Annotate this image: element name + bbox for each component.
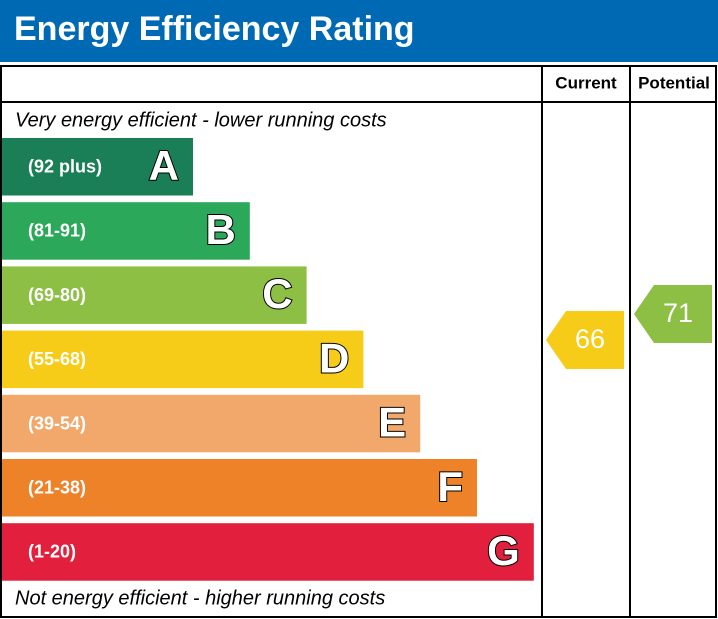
band-letter: A	[149, 142, 179, 189]
band-bar	[2, 459, 477, 517]
band-range: (55-68)	[28, 349, 86, 369]
band-bar	[2, 138, 193, 196]
band-bar	[2, 394, 421, 453]
band-bar	[2, 330, 364, 389]
title-bar	[0, 0, 718, 62]
band-letter: F	[437, 463, 463, 510]
band-letter: G	[487, 527, 520, 574]
current-score: 66	[575, 324, 605, 354]
top-note: Very energy efficient - lower running co…	[15, 109, 387, 131]
band-letter: D	[319, 334, 349, 381]
band-letter: C	[262, 270, 292, 317]
band-range: (69-80)	[28, 285, 86, 305]
band-bar	[2, 523, 534, 581]
potential-arrow	[634, 285, 712, 343]
band-bar	[2, 202, 250, 260]
potential-score: 71	[663, 298, 693, 328]
band-range: (81-91)	[28, 221, 86, 241]
band-range: (21-38)	[28, 478, 86, 498]
band-bar	[2, 266, 307, 324]
band-range: (1-20)	[28, 542, 76, 562]
current-arrow	[546, 311, 624, 369]
bands: (92 plus) A (81-91) B (69-80) C (55-68) D (39-54…	[2, 138, 534, 581]
frame	[0, 65, 717, 618]
band-letter: E	[378, 399, 406, 446]
current-header: Current	[555, 73, 617, 92]
band-range: (39-54)	[28, 413, 86, 433]
bottom-note: Not energy efficient - higher running co…	[15, 587, 385, 609]
band-letter: B	[205, 206, 235, 253]
title: Energy Efficiency Rating	[14, 10, 415, 48]
band-range: (92 plus)	[28, 157, 102, 177]
potential-header: Potential	[638, 73, 710, 92]
